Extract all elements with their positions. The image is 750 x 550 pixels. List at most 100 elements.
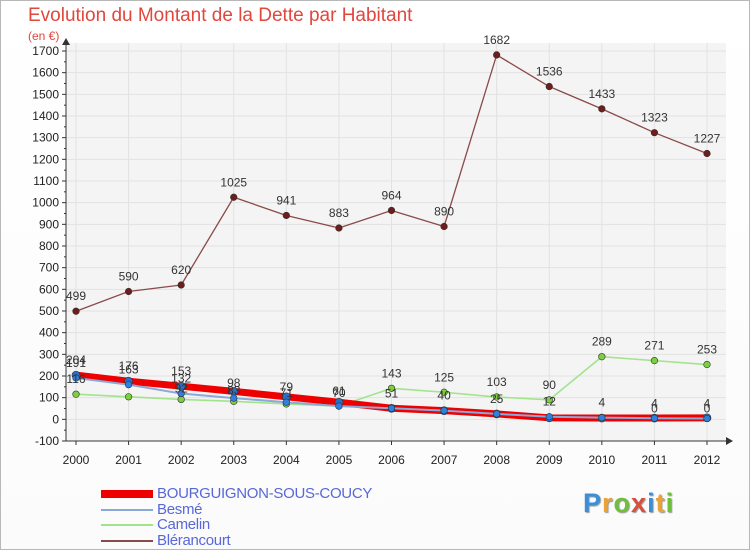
data-label: 61 (332, 384, 346, 398)
series-point-3 (177, 281, 185, 289)
y-tick-label: 700 (39, 261, 59, 275)
y-tick-label: 1200 (32, 152, 59, 166)
data-label: 70 (332, 386, 346, 400)
series-point-1 (387, 404, 396, 412)
y-tick-label: 200 (39, 369, 59, 383)
data-label: 499 (66, 289, 86, 303)
series-point-2 (440, 388, 448, 396)
series-point-2 (650, 357, 659, 365)
series-point-3 (703, 149, 711, 158)
series-point-1 (650, 414, 659, 422)
x-tick-label: 2011 (642, 453, 668, 467)
data-label: 98 (227, 376, 241, 390)
data-label: 163 (119, 363, 139, 377)
data-label: 1433 (588, 87, 615, 101)
x-tick-label: 2008 (483, 453, 510, 467)
x-tick-label: 2007 (431, 453, 458, 467)
data-label: 1227 (694, 131, 721, 145)
data-label: 132 (171, 372, 191, 386)
data-label: 890 (434, 205, 454, 219)
logo-letter: i (647, 488, 656, 518)
series-point-1 (493, 410, 501, 418)
series-point-1 (598, 414, 606, 422)
series-lines (71, 51, 712, 423)
legend-swatch (101, 539, 153, 542)
series-point-2 (387, 384, 396, 392)
data-label: 143 (381, 366, 401, 380)
series-point-3 (230, 193, 238, 201)
legend-label: Besmé (157, 500, 203, 518)
data-label: 4 (704, 396, 711, 410)
y-tick-label: 600 (39, 282, 59, 296)
y-tick-label: 300 (39, 347, 59, 361)
data-label: 590 (119, 270, 139, 284)
legend-label: Blérancourt (157, 531, 231, 549)
data-label: 1323 (641, 111, 668, 125)
data-label: 964 (381, 188, 401, 202)
data-label: 92 (174, 381, 188, 395)
data-label: 83 (227, 383, 241, 397)
series-point-3 (493, 51, 501, 59)
plot-background (66, 43, 726, 441)
data-label: 204 (66, 353, 86, 367)
x-tick-label: 2004 (273, 453, 300, 467)
series-point-3 (598, 105, 606, 113)
y-tick-label: 500 (39, 304, 59, 318)
data-label: 0 (704, 401, 711, 415)
series-point-1 (440, 407, 448, 415)
data-label: 620 (171, 263, 191, 277)
logo-letter: x (631, 488, 648, 518)
series-point-1 (335, 402, 343, 410)
logo-letter: t (655, 488, 666, 518)
data-label: 4 (651, 396, 658, 410)
y-tick-label: -100 (35, 434, 59, 448)
y-tick-label: 1400 (32, 109, 59, 123)
grid-lines (66, 43, 726, 442)
series-point-2 (703, 360, 711, 369)
data-label: 253 (697, 343, 717, 357)
y-tick-label: 900 (39, 217, 59, 231)
legend-label: BOURGUIGNON-SOUS-COUCY (157, 485, 373, 502)
proxiti-logo: Proxiti (583, 488, 674, 519)
data-label: 40 (437, 389, 451, 403)
series-point-2 (493, 393, 501, 401)
chart-title: Evolution du Montant de la Dette par Hab… (28, 5, 413, 26)
y-tick-label: 1100 (33, 174, 59, 188)
x-tick-label: 2012 (694, 453, 721, 467)
data-label: 1682 (483, 33, 510, 47)
y-tick-label: 1300 (32, 131, 59, 145)
data-label: 79 (280, 380, 294, 394)
series-point-1 (124, 381, 133, 389)
data-label: 153 (171, 364, 191, 378)
data-label: 90 (543, 378, 557, 392)
data-label: 51 (385, 386, 399, 400)
x-tick-label: 2006 (378, 453, 405, 467)
y-tick-label: 1500 (32, 87, 59, 101)
series-point-3 (440, 222, 448, 231)
data-label: 1025 (220, 175, 247, 189)
series-point-1 (177, 389, 185, 398)
x-tick-label: 2002 (168, 453, 195, 467)
data-labels: 204 176 153 51 40 191 163 132 98 79 61 25 12 4 4 4 116 14… (66, 33, 721, 415)
x-tick-label: 2000 (63, 453, 90, 467)
x-tick-label: 2010 (588, 453, 615, 467)
data-label: 883 (329, 206, 349, 220)
data-label: 271 (644, 339, 664, 353)
x-axis-arrow (726, 437, 733, 445)
x-tick-label: 2009 (536, 453, 563, 467)
y-tick-label: 1700 (32, 44, 59, 58)
series-point-3 (124, 287, 133, 296)
data-label: 191 (66, 356, 86, 370)
series-point-3 (650, 129, 659, 137)
data-label: 125 (434, 370, 454, 384)
series-point-3 (282, 211, 290, 220)
series-point-3 (545, 82, 553, 91)
data-label: 116 (66, 372, 85, 386)
data-label: 12 (543, 395, 557, 409)
data-label: 941 (276, 193, 296, 207)
series-point-2 (124, 393, 133, 401)
series-point-2 (72, 390, 80, 398)
legend-swatch (101, 490, 153, 498)
legend-label: Camelin (157, 516, 210, 533)
